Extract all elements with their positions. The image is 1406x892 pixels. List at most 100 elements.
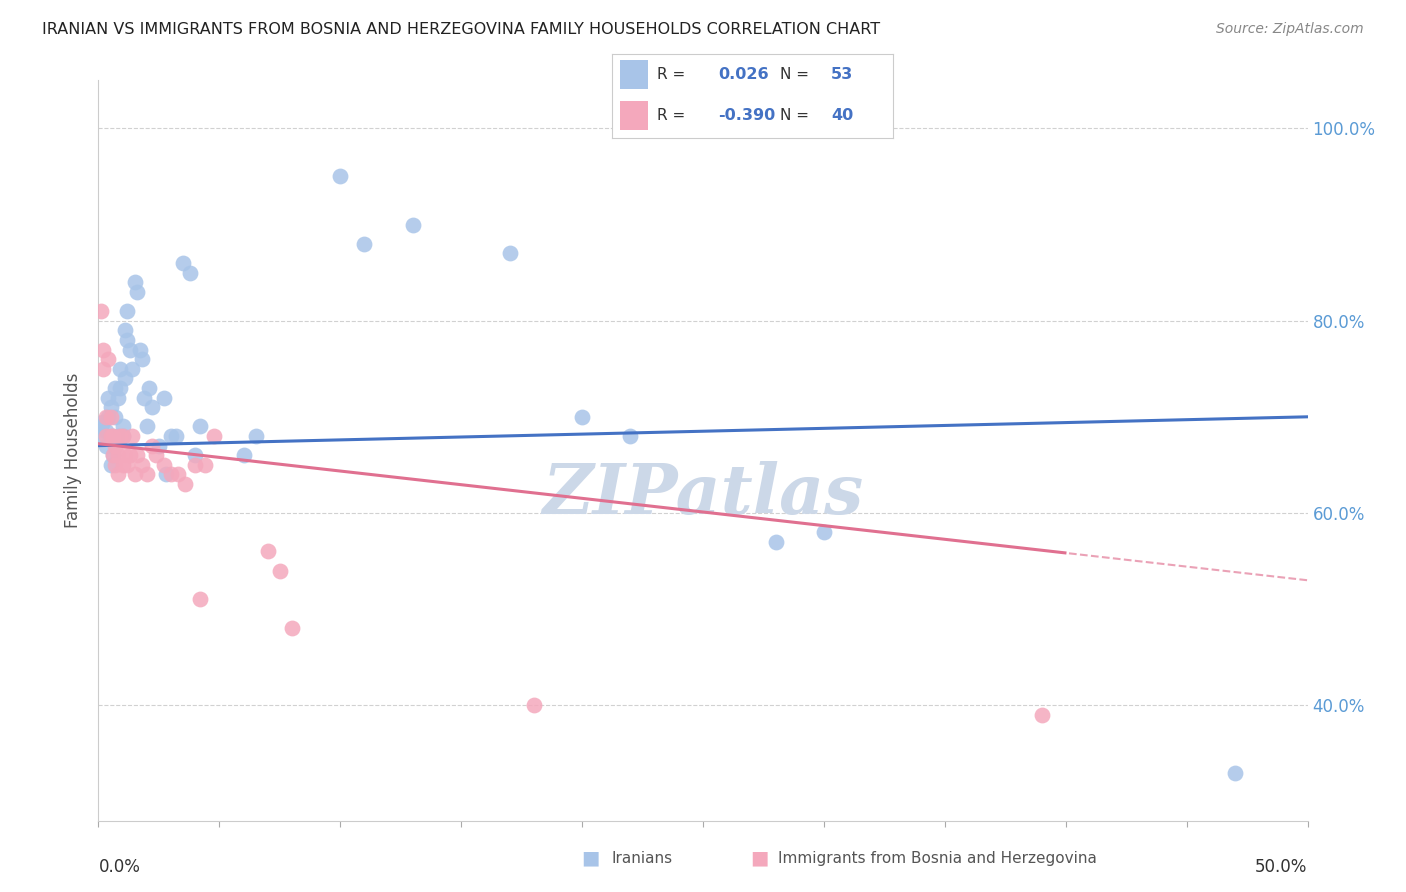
Text: ZIPatlas: ZIPatlas <box>543 461 863 529</box>
Text: 53: 53 <box>831 67 853 82</box>
Point <box>91 361 114 376</box>
Y-axis label: Family Households: Family Households <box>65 373 83 528</box>
Bar <box>620 101 648 130</box>
Point <box>128 343 150 357</box>
Point <box>765 534 787 549</box>
Point <box>108 429 131 443</box>
Point <box>124 467 146 482</box>
Point <box>245 429 267 443</box>
Point <box>188 419 211 434</box>
Point <box>131 458 153 472</box>
Point <box>523 698 546 713</box>
Point <box>138 381 160 395</box>
Text: ■: ■ <box>749 848 769 868</box>
Text: N =: N = <box>780 108 810 123</box>
Point <box>619 429 641 443</box>
Point <box>1031 707 1053 722</box>
Point <box>155 467 177 482</box>
Point <box>91 343 114 357</box>
Point <box>131 352 153 367</box>
Point <box>135 467 157 482</box>
Point <box>329 169 352 184</box>
Point <box>108 361 131 376</box>
Point <box>145 448 167 462</box>
Point <box>91 429 114 443</box>
Text: R =: R = <box>657 108 690 123</box>
Point <box>204 429 226 443</box>
Point <box>121 361 143 376</box>
Point <box>114 371 136 385</box>
Point <box>107 467 129 482</box>
Point <box>160 429 183 443</box>
Point <box>104 439 127 453</box>
Point <box>353 236 375 251</box>
Point <box>91 415 114 429</box>
Point <box>111 458 134 472</box>
Point <box>1223 765 1246 780</box>
Point <box>134 391 156 405</box>
Point <box>121 429 143 443</box>
Text: Immigrants from Bosnia and Herzegovina: Immigrants from Bosnia and Herzegovina <box>778 851 1097 865</box>
Point <box>127 448 149 462</box>
Point <box>100 400 122 414</box>
Point <box>813 525 835 540</box>
Text: N =: N = <box>780 67 810 82</box>
Point <box>94 429 117 443</box>
Point <box>97 391 120 405</box>
Text: 0.026: 0.026 <box>718 67 769 82</box>
Point <box>104 381 127 395</box>
Point <box>152 391 174 405</box>
Text: 50.0%: 50.0% <box>1256 858 1308 876</box>
Point <box>141 439 163 453</box>
Point <box>117 304 139 318</box>
Point <box>111 429 134 443</box>
Point <box>127 285 149 299</box>
Point <box>100 429 122 443</box>
Text: Iranians: Iranians <box>612 851 672 865</box>
Point <box>94 439 117 453</box>
Point <box>104 409 127 424</box>
Point <box>194 458 217 472</box>
Point <box>269 564 291 578</box>
Text: Source: ZipAtlas.com: Source: ZipAtlas.com <box>1216 22 1364 37</box>
Point <box>111 429 134 443</box>
Point <box>232 448 254 462</box>
Point <box>90 304 112 318</box>
Point <box>184 458 207 472</box>
Point <box>97 352 120 367</box>
Point <box>148 439 170 453</box>
Text: -0.390: -0.390 <box>718 108 776 123</box>
Point <box>114 323 136 337</box>
Point <box>174 477 197 491</box>
Point <box>160 467 183 482</box>
Point <box>179 266 201 280</box>
Point <box>101 448 124 462</box>
Point <box>94 424 117 438</box>
Point <box>152 458 174 472</box>
Point <box>114 448 136 462</box>
Point <box>184 448 207 462</box>
Point <box>107 448 129 462</box>
Point <box>188 592 211 607</box>
Text: R =: R = <box>657 67 690 82</box>
Point <box>111 419 134 434</box>
Point <box>402 218 425 232</box>
Text: ■: ■ <box>581 848 600 868</box>
Point <box>124 275 146 289</box>
Bar <box>620 61 648 89</box>
Point <box>167 467 190 482</box>
Point <box>100 409 122 424</box>
Point <box>141 400 163 414</box>
Text: IRANIAN VS IMMIGRANTS FROM BOSNIA AND HERZEGOVINA FAMILY HOUSEHOLDS CORRELATION : IRANIAN VS IMMIGRANTS FROM BOSNIA AND HE… <box>42 22 880 37</box>
Point <box>94 409 117 424</box>
Point <box>281 621 304 635</box>
Point <box>101 448 124 462</box>
Text: 0.0%: 0.0% <box>98 858 141 876</box>
Point <box>118 343 141 357</box>
Text: 40: 40 <box>831 108 853 123</box>
Point <box>107 429 129 443</box>
Point <box>104 458 127 472</box>
Point <box>256 544 278 558</box>
Point <box>498 246 520 260</box>
Point <box>135 419 157 434</box>
